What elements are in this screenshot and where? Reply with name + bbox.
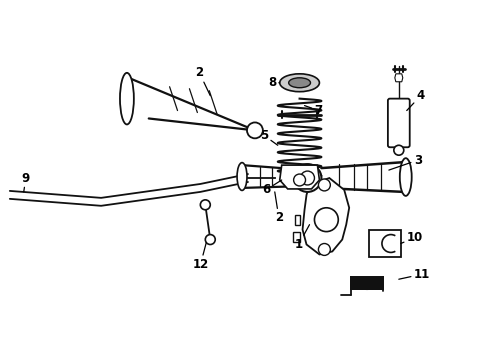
Ellipse shape	[400, 158, 412, 196]
Text: 1: 1	[294, 225, 310, 251]
Text: 2: 2	[275, 192, 283, 224]
Polygon shape	[293, 231, 299, 242]
Text: 10: 10	[401, 231, 423, 244]
Ellipse shape	[289, 78, 311, 88]
Text: 9: 9	[22, 171, 30, 192]
FancyBboxPatch shape	[388, 99, 410, 147]
Circle shape	[300, 171, 315, 185]
Ellipse shape	[237, 163, 247, 190]
Circle shape	[394, 145, 404, 155]
Text: 8: 8	[268, 76, 280, 89]
Polygon shape	[280, 165, 319, 189]
Circle shape	[247, 122, 263, 138]
Text: 5: 5	[260, 129, 278, 145]
Circle shape	[205, 235, 215, 244]
Text: 11: 11	[399, 268, 430, 281]
Text: 6: 6	[262, 180, 282, 197]
Bar	[369, 230, 401, 257]
Text: 7: 7	[305, 104, 322, 117]
Polygon shape	[302, 178, 349, 255]
Polygon shape	[294, 215, 299, 225]
Circle shape	[318, 179, 330, 191]
Circle shape	[294, 174, 306, 186]
Circle shape	[200, 200, 210, 210]
Text: 2: 2	[196, 66, 210, 96]
Ellipse shape	[280, 74, 319, 92]
Polygon shape	[395, 74, 403, 82]
Circle shape	[315, 208, 338, 231]
Text: 12: 12	[193, 243, 209, 271]
Text: 3: 3	[389, 154, 422, 170]
Circle shape	[294, 164, 321, 192]
Ellipse shape	[120, 73, 134, 125]
Text: 4: 4	[407, 89, 425, 111]
Circle shape	[318, 243, 330, 255]
